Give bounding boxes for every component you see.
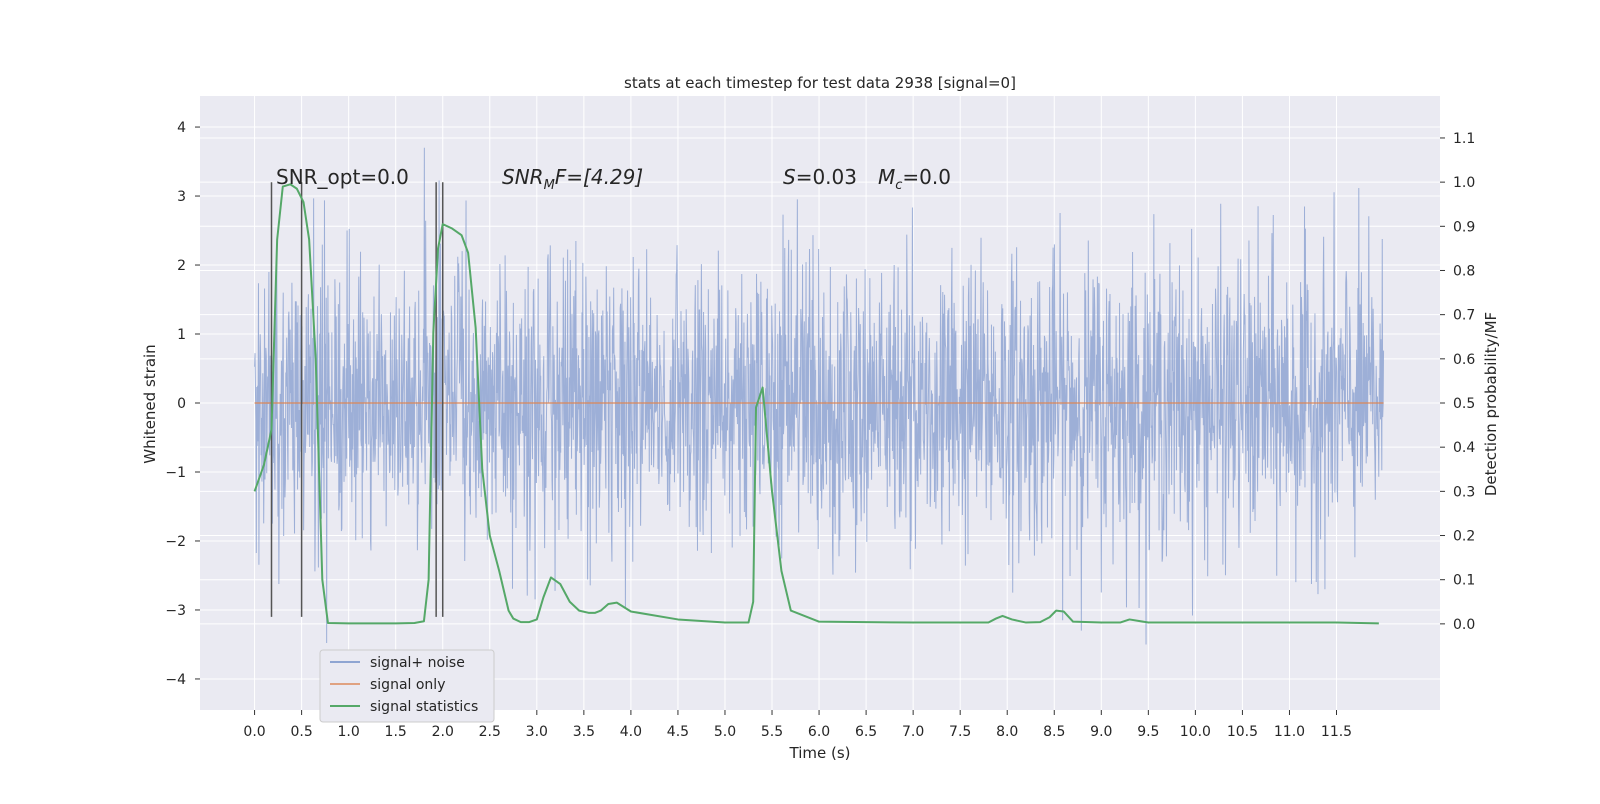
y-tick-label: 0 (177, 396, 186, 412)
y2-tick-label: 0.0 (1453, 617, 1475, 633)
annotation-mc-value: =0.0 (902, 165, 951, 189)
chart-title: stats at each timestep for test data 293… (624, 74, 1016, 92)
x-tick-label: 1.5 (385, 724, 407, 740)
y-tick-label: −2 (165, 534, 186, 550)
x-tick-label: 5.0 (714, 724, 736, 740)
annotation-s: S=0.03 (783, 165, 857, 189)
y2-tick-label: 0.2 (1453, 529, 1475, 545)
annotation-mc-symbol: M (878, 165, 895, 189)
signal-statistics-line (253, 183, 1379, 625)
y2-tick-label: 1.1 (1453, 131, 1475, 147)
y-tick-label: −4 (165, 672, 186, 688)
x-tick-label: 7.0 (902, 724, 924, 740)
annotation-s-value: =0.03 (796, 165, 857, 189)
x-axis-label: Time (s) (789, 744, 851, 762)
y-tick-label: 3 (177, 189, 186, 205)
annotation-snr-mf-main: SNR (502, 165, 544, 189)
legend: signal+ noise signal only signal statist… (319, 649, 495, 723)
x-tick-label: 9.5 (1137, 724, 1159, 740)
axis-ticks: 0.0 0.5 1.0 1.5 2.0 2.5 3.0 3.5 4.0 4.5 5.0 5.5 6.0 6… (165, 120, 1475, 740)
annotation-mc-sub: c (895, 178, 902, 193)
legend-label-signal-statistics: signal statistics (370, 699, 478, 715)
legend-label-signal-only: signal only (370, 677, 445, 693)
x-tick-label: 8.5 (1043, 724, 1065, 740)
y-tick-label: 1 (177, 327, 186, 343)
series-lines (253, 182, 1384, 625)
y2-tick-label: 0.9 (1453, 219, 1475, 235)
x-tick-label: 6.0 (808, 724, 830, 740)
y2-tick-label: 0.5 (1453, 396, 1475, 412)
y2-tick-label: 0.8 (1453, 263, 1475, 279)
y-axis-label: Whitened strain (141, 344, 159, 463)
legend-box (319, 649, 495, 723)
x-tick-label: 6.5 (855, 724, 877, 740)
y2-tick-label: 1.0 (1453, 175, 1475, 191)
y2-axis-label: Detection probability/MF (1482, 312, 1500, 496)
x-tick-label: 3.5 (573, 724, 595, 740)
x-tick-label: 1.0 (338, 724, 360, 740)
x-tick-label: 10.0 (1180, 724, 1211, 740)
y-tick-label: −1 (165, 465, 186, 481)
x-tick-label: 8.0 (996, 724, 1018, 740)
x-tick-label: 2.0 (432, 724, 454, 740)
x-tick-label: 2.5 (479, 724, 501, 740)
legend-label-signal-noise: signal+ noise (370, 655, 465, 671)
x-tick-label: 11.0 (1274, 724, 1305, 740)
y2-tick-label: 0.4 (1453, 440, 1475, 456)
x-tick-label: 0.5 (290, 724, 312, 740)
y2-tick-label: 0.3 (1453, 484, 1475, 500)
y-tick-label: −3 (165, 603, 186, 619)
x-tick-label: 11.5 (1321, 724, 1352, 740)
x-tick-label: 0.0 (243, 724, 265, 740)
x-tick-label: 9.0 (1090, 724, 1112, 740)
annotation-snr-mf-value: F=[4.29] (555, 165, 643, 189)
annotation-snr-opt: SNR_opt=0.0 (276, 165, 409, 189)
x-tick-label: 5.5 (761, 724, 783, 740)
annotation-snr-mf: SNRMF=[4.29] (502, 165, 643, 193)
x-tick-label: 10.5 (1227, 724, 1258, 740)
annotation-mc: Mc=0.0 (878, 165, 951, 193)
y-tick-label: 2 (177, 258, 186, 274)
x-tick-label: 3.0 (526, 724, 548, 740)
x-tick-label: 4.5 (667, 724, 689, 740)
annotation-s-symbol: S (783, 165, 796, 189)
annotation-snr-mf-sub: M (544, 178, 555, 193)
y2-tick-label: 0.6 (1453, 352, 1475, 368)
y-tick-label: 4 (177, 120, 186, 136)
x-tick-label: 7.5 (949, 724, 971, 740)
x-tick-label: 4.0 (620, 724, 642, 740)
y2-tick-label: 0.7 (1453, 308, 1475, 324)
y2-tick-label: 0.1 (1453, 573, 1475, 589)
